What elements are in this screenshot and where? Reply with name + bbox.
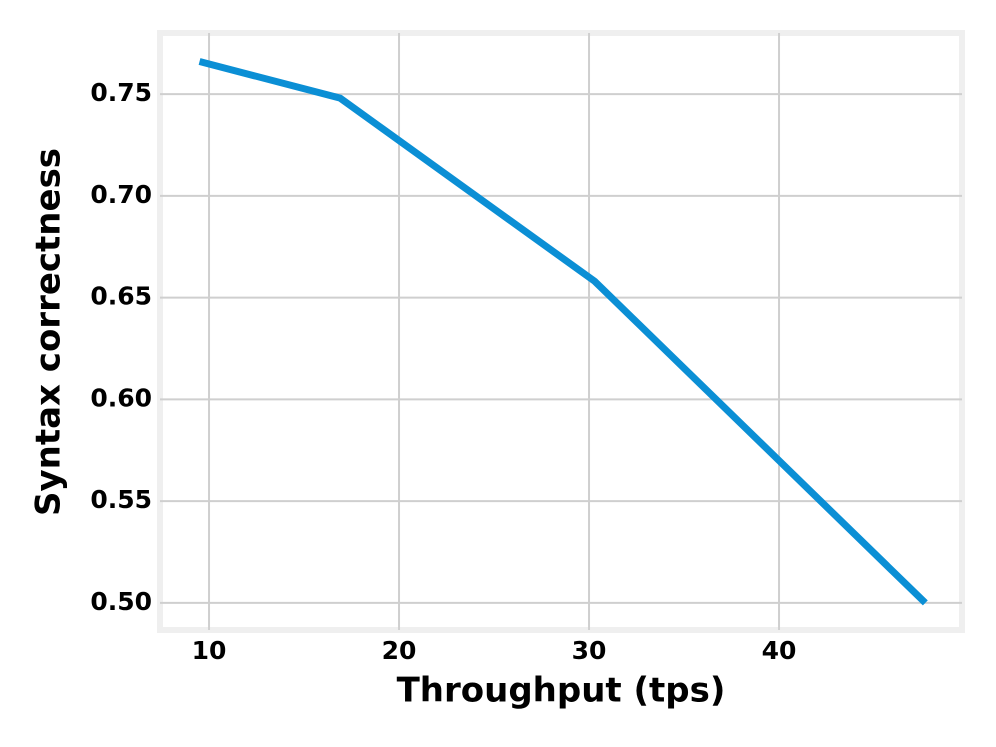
x-tick-label: 30 [572, 636, 607, 665]
y-tick-label: 0.65 [90, 282, 152, 311]
x-tick-label: 10 [192, 636, 227, 665]
y-axis-label: Syntax correctness [29, 148, 69, 516]
y-tick-label: 0.70 [90, 180, 152, 209]
x-tick-label: 40 [762, 636, 797, 665]
plot-frame [157, 30, 965, 633]
y-tick-label: 0.55 [90, 485, 152, 514]
y-tick-label: 0.50 [90, 587, 152, 616]
x-axis-label: Throughput (tps) [397, 671, 726, 711]
y-tick-label: 0.75 [90, 78, 152, 107]
y-tick-label: 0.60 [90, 383, 152, 412]
line [198, 58, 928, 606]
x-tick-label: 20 [382, 636, 417, 665]
